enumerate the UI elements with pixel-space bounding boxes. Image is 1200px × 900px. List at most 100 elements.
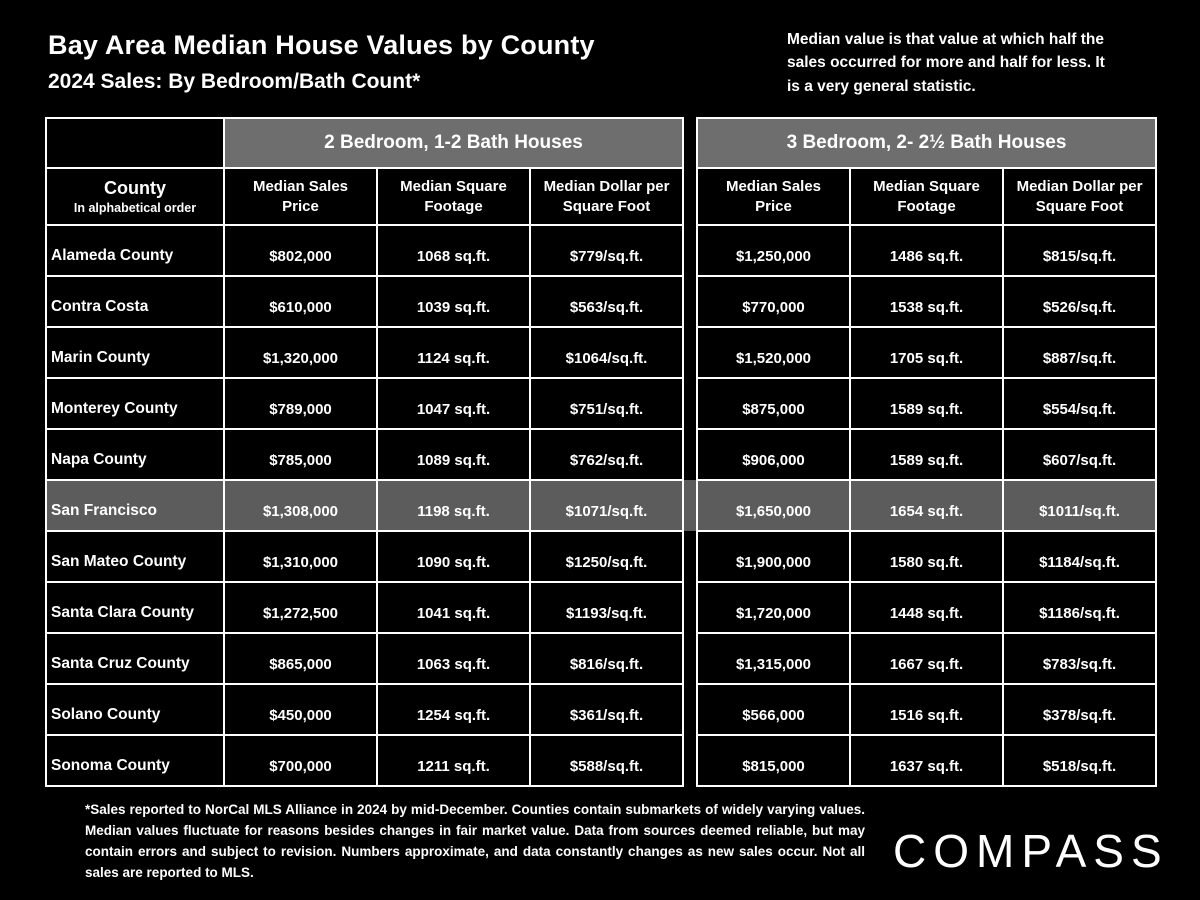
value-cell: $906,000 (696, 428, 851, 481)
value-cell: $770,000 (696, 275, 851, 328)
value-cell: 1516 sq.ft. (849, 683, 1004, 736)
group-divider (682, 378, 698, 429)
county-name: Napa County (45, 428, 225, 481)
group-divider (682, 276, 698, 327)
value-cell: $563/sq.ft. (529, 275, 684, 328)
value-cell: $1186/sq.ft. (1001, 581, 1158, 634)
value-cell: $1,320,000 (223, 326, 378, 379)
value-cell: $450,000 (223, 683, 378, 736)
corner-cell (45, 117, 225, 169)
median-values-table: 2 Bedroom, 1-2 Bath Houses 3 Bedroom, 2-… (45, 117, 1158, 787)
value-cell: $378/sq.ft. (1001, 683, 1158, 736)
value-cell: 1211 sq.ft. (376, 734, 531, 787)
value-cell: $779/sq.ft. (529, 224, 684, 277)
group-divider (682, 480, 698, 531)
value-cell: $361/sq.ft. (529, 683, 684, 736)
value-cell: $1,272,500 (223, 581, 378, 634)
value-cell: $1,720,000 (696, 581, 851, 634)
table-row: Santa Clara County $1,272,500 1041 sq.ft. $… (45, 581, 1158, 634)
value-cell: $1,650,000 (696, 479, 851, 532)
value-cell: 1538 sq.ft. (849, 275, 1004, 328)
county-name: Santa Cruz County (45, 632, 225, 685)
value-cell: $526/sq.ft. (1001, 275, 1158, 328)
value-cell: $1184/sq.ft. (1001, 530, 1158, 583)
value-cell: $785,000 (223, 428, 378, 481)
value-cell: 1063 sq.ft. (376, 632, 531, 685)
value-cell: 1667 sq.ft. (849, 632, 1004, 685)
value-cell: 1254 sq.ft. (376, 683, 531, 736)
col-header-sales-price-3bed: Median Sales Price (696, 167, 851, 226)
county-name: Solano County (45, 683, 225, 736)
value-cell: $865,000 (223, 632, 378, 685)
value-cell: 1705 sq.ft. (849, 326, 1004, 379)
value-cell: $762/sq.ft. (529, 428, 684, 481)
col-header-dollar-per-sqft-2bed: Median Dollar per Square Foot (529, 167, 684, 226)
group-header-2bed: 2 Bedroom, 1-2 Bath Houses (223, 117, 684, 169)
group-header-3bed: 3 Bedroom, 2- 2½ Bath Houses (695, 117, 1158, 169)
value-cell: $802,000 (223, 224, 378, 277)
value-cell: $554/sq.ft. (1001, 377, 1158, 430)
value-cell: $789,000 (223, 377, 378, 430)
value-cell: 1589 sq.ft. (849, 428, 1004, 481)
group-divider (682, 633, 698, 684)
county-name: Marin County (45, 326, 225, 379)
table-row: Monterey County $789,000 1047 sq.ft. $751/s… (45, 377, 1158, 430)
group-divider (682, 429, 698, 480)
value-cell: 1637 sq.ft. (849, 734, 1004, 787)
compass-logo: COMPASS (893, 825, 1169, 877)
title-block: Bay Area Median House Values by County 2… (48, 30, 595, 94)
value-cell: $1,900,000 (696, 530, 851, 583)
value-cell: $751/sq.ft. (529, 377, 684, 430)
value-cell: 1089 sq.ft. (376, 428, 531, 481)
value-cell: 1589 sq.ft. (849, 377, 1004, 430)
group-divider (682, 168, 698, 225)
county-header-subtitle: In alphabetical order (73, 201, 197, 215)
value-cell: $1,250,000 (696, 224, 851, 277)
group-header-row: 2 Bedroom, 1-2 Bath Houses 3 Bedroom, 2-… (45, 117, 1158, 169)
value-cell: $1193/sq.ft. (529, 581, 684, 634)
value-cell: 1486 sq.ft. (849, 224, 1004, 277)
value-cell: $588/sq.ft. (529, 734, 684, 787)
county-name: San Francisco (45, 479, 225, 532)
group-divider (682, 582, 698, 633)
value-cell: $815/sq.ft. (1001, 224, 1158, 277)
group-divider (682, 327, 698, 378)
table-row: Santa Cruz County $865,000 1063 sq.ft. $816… (45, 632, 1158, 685)
table-row: San Francisco $1,308,000 1198 sq.ft. $1071/… (45, 479, 1158, 532)
value-cell: 1039 sq.ft. (376, 275, 531, 328)
value-cell: $887/sq.ft. (1001, 326, 1158, 379)
value-cell: $1064/sq.ft. (529, 326, 684, 379)
table-row: Solano County $450,000 1254 sq.ft. $361/sq.… (45, 683, 1158, 736)
value-cell: 1090 sq.ft. (376, 530, 531, 583)
value-cell: $1011/sq.ft. (1001, 479, 1158, 532)
page-title: Bay Area Median House Values by County (48, 30, 595, 60)
footnote: *Sales reported to NorCal MLS Alliance i… (85, 802, 865, 880)
value-cell: $783/sq.ft. (1001, 632, 1158, 685)
col-header-sales-price-2bed: Median Sales Price (223, 167, 378, 226)
county-name: Alameda County (45, 224, 225, 277)
col-header-square-footage-2bed: Median Square Footage (376, 167, 531, 226)
value-cell: 1047 sq.ft. (376, 377, 531, 430)
value-cell: $1,308,000 (223, 479, 378, 532)
table-body: Alameda County $802,000 1068 sq.ft. $779/sq… (45, 224, 1158, 787)
value-cell: $566,000 (696, 683, 851, 736)
value-cell: $700,000 (223, 734, 378, 787)
table-row: Contra Costa $610,000 1039 sq.ft. $563/sq.f… (45, 275, 1158, 328)
page-subtitle: 2024 Sales: By Bedroom/Bath Count* (48, 70, 421, 93)
value-cell: $816/sq.ft. (529, 632, 684, 685)
county-name: Contra Costa (45, 275, 225, 328)
table-row: Sonoma County $700,000 1211 sq.ft. $588/sq.… (45, 734, 1158, 787)
value-cell: $1250/sq.ft. (529, 530, 684, 583)
value-cell: $1071/sq.ft. (529, 479, 684, 532)
col-header-dollar-per-sqft-3bed: Median Dollar per Square Foot (1001, 167, 1158, 226)
value-cell: 1124 sq.ft. (376, 326, 531, 379)
value-cell: $610,000 (223, 275, 378, 328)
value-cell: $607/sq.ft. (1001, 428, 1158, 481)
value-cell: 1068 sq.ft. (376, 224, 531, 277)
value-cell: $1,310,000 (223, 530, 378, 583)
county-name: Monterey County (45, 377, 225, 430)
value-cell: $518/sq.ft. (1001, 734, 1158, 787)
value-cell: $815,000 (696, 734, 851, 787)
table-row: Alameda County $802,000 1068 sq.ft. $779/sq… (45, 224, 1158, 277)
